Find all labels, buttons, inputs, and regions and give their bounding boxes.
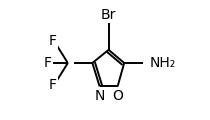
Text: F: F: [49, 78, 57, 92]
Text: O: O: [112, 89, 123, 103]
Text: F: F: [49, 34, 57, 48]
Text: N: N: [94, 89, 105, 103]
Text: Br: Br: [101, 8, 116, 22]
Text: NH₂: NH₂: [150, 56, 176, 70]
Text: F: F: [44, 56, 52, 70]
